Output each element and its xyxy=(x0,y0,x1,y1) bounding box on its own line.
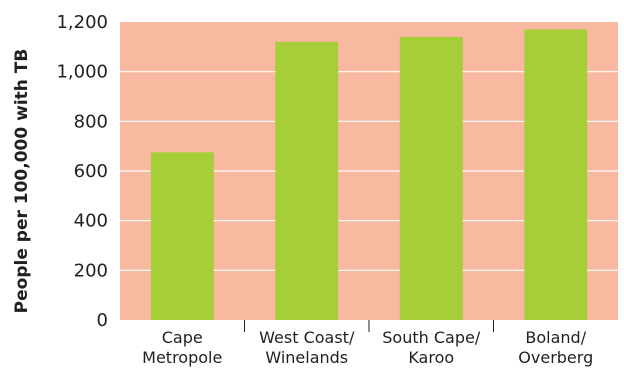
bars xyxy=(150,29,588,321)
x-tick-label: Cape Metropole xyxy=(142,328,222,367)
y-tick-label: 200 xyxy=(74,260,108,281)
x-tick-label: South Cape/Karoo xyxy=(382,328,481,367)
bar xyxy=(399,36,463,321)
x-tick-label: Boland/Overberg xyxy=(518,328,593,367)
y-tick-label: 600 xyxy=(74,161,108,182)
bar xyxy=(275,41,339,320)
x-axis-ticks: Cape Metropole West Coast/Winelands South C… xyxy=(142,320,593,367)
bar xyxy=(524,29,588,320)
y-tick-label: 400 xyxy=(74,211,108,232)
y-tick-label: 0 xyxy=(97,310,108,331)
y-tick-label: 1,200 xyxy=(56,12,108,33)
bar xyxy=(150,152,214,320)
y-tick-label: 1,000 xyxy=(56,62,108,83)
y-axis-label: People per 100,000 with TB xyxy=(12,49,32,314)
y-axis-ticks: 0 200 400 600 800 1,000 1,200 xyxy=(56,12,108,331)
x-tick-label: West Coast/Winelands xyxy=(259,328,355,367)
y-tick-label: 800 xyxy=(74,111,108,132)
